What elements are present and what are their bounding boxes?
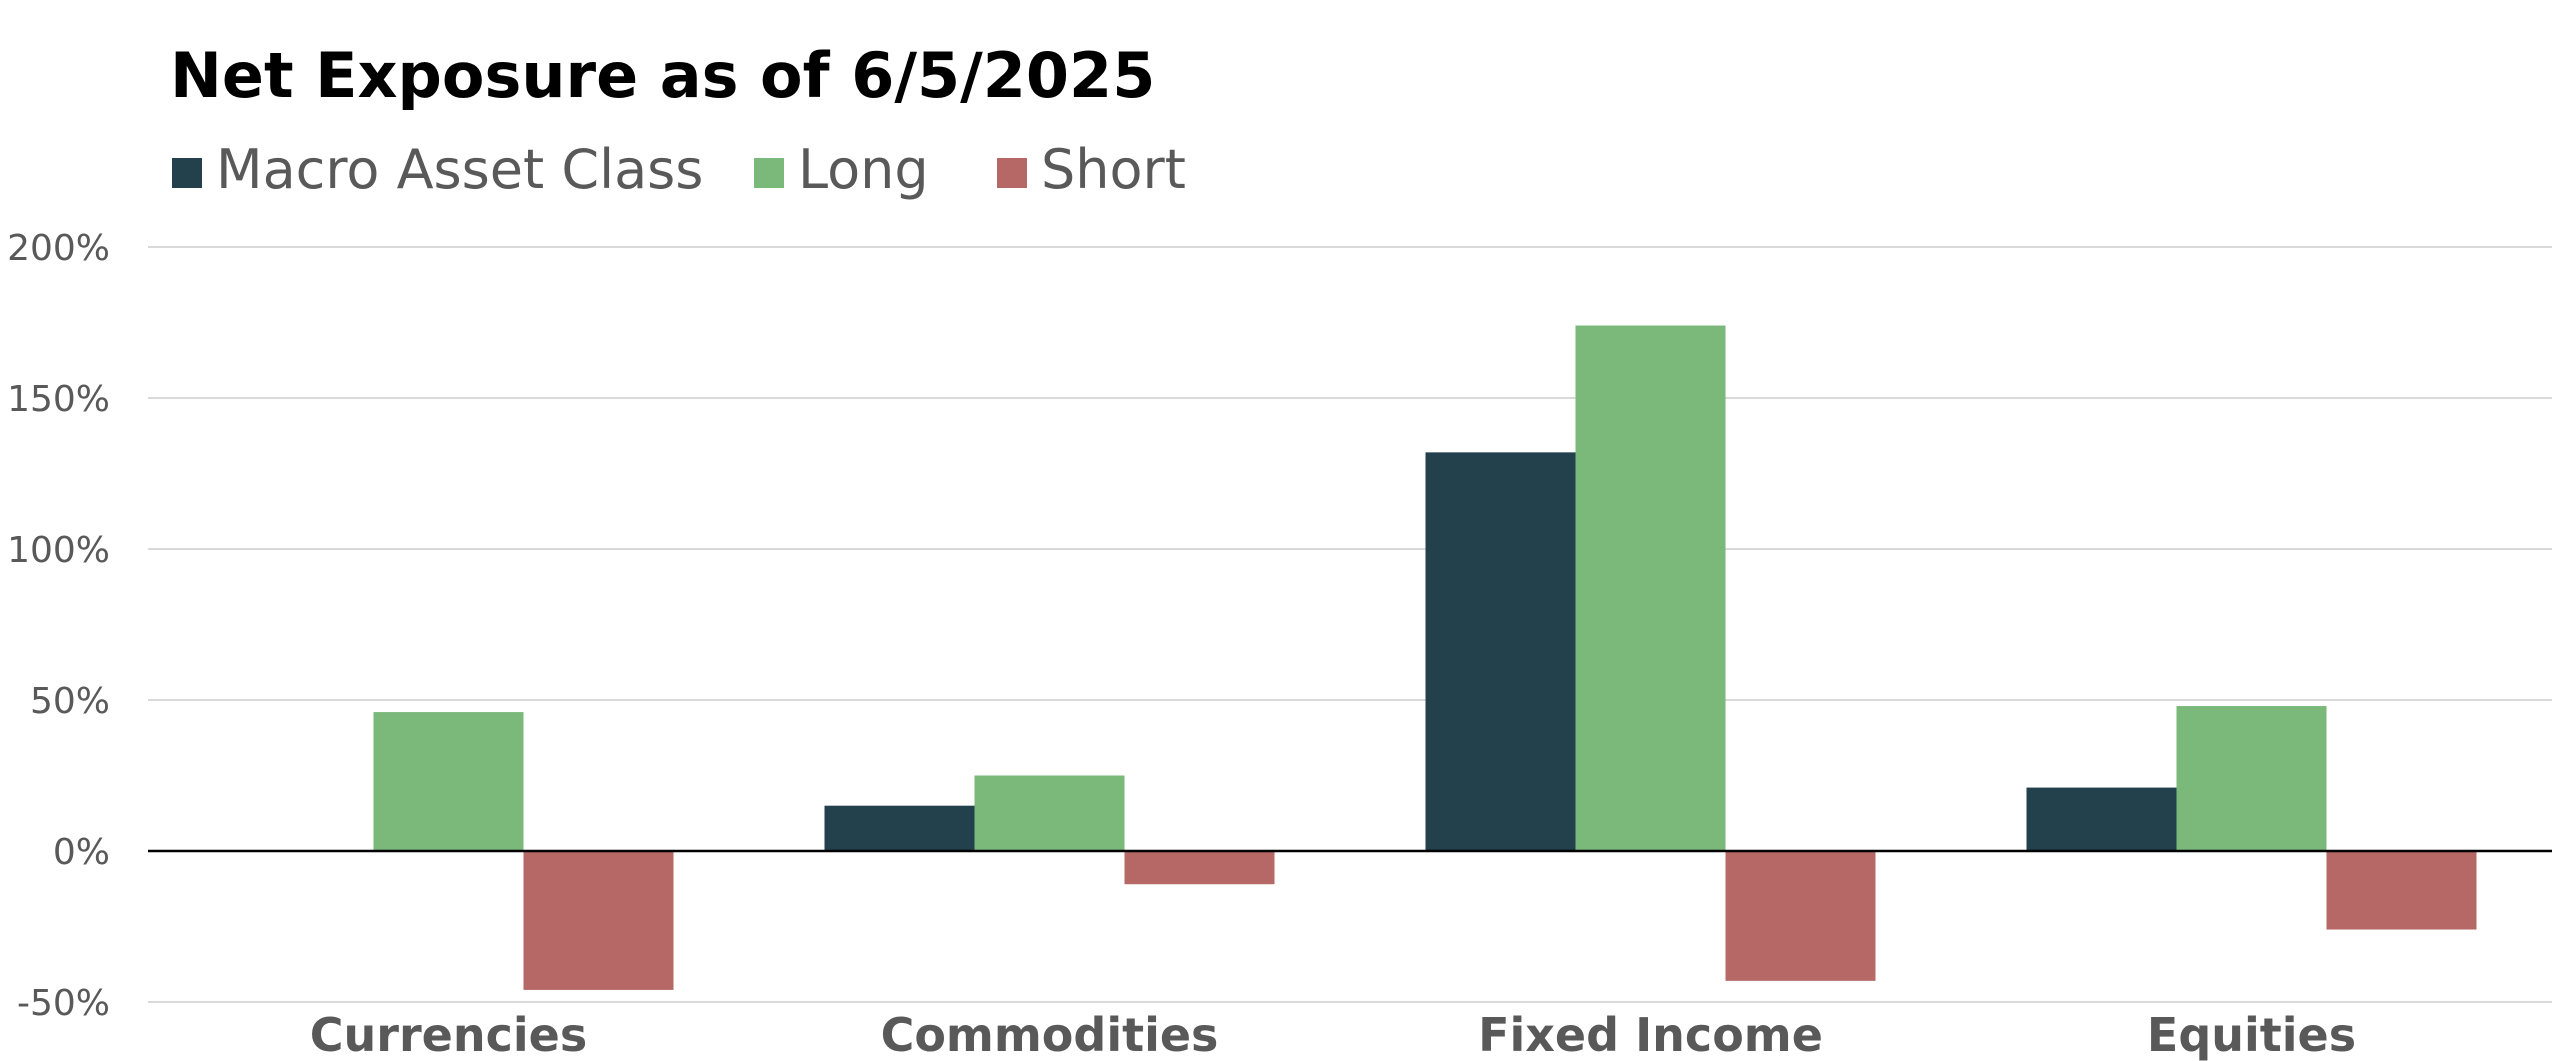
gridlines (148, 246, 2552, 1003)
bars (373, 325, 2477, 990)
bar-commodities-short (1124, 851, 1275, 885)
y-axis-tick-labels: -50% 0% 50% 100% 150% 200% (7, 228, 110, 1024)
bar-equities-long (2176, 706, 2327, 851)
chart-legend: Macro Asset Class Long Short (172, 138, 1186, 201)
bar-fixed-income-macro-asset-class (1425, 452, 1576, 851)
category-label-equities: Equities (2147, 1008, 2356, 1061)
legend-swatch-long (754, 158, 784, 188)
legend-label-macro-asset-class: Macro Asset Class (216, 138, 703, 201)
bar-commodities-macro-asset-class (824, 805, 975, 851)
bar-fixed-income-short (1725, 851, 1876, 981)
legend-swatch-short (997, 158, 1027, 188)
legend-label-long: Long (798, 138, 929, 201)
y-tick-label: -50% (17, 983, 110, 1024)
y-tick-label: 100% (7, 530, 110, 571)
legend-swatch-macro-asset-class (172, 158, 202, 188)
y-tick-label: 200% (7, 228, 110, 269)
legend-label-short: Short (1041, 138, 1186, 201)
bar-commodities-long (974, 775, 1125, 851)
bar-equities-short (2326, 851, 2477, 930)
category-label-commodities: Commodities (881, 1008, 1219, 1061)
y-tick-label: 150% (7, 379, 110, 420)
y-tick-label: 50% (30, 681, 110, 722)
bar-equities-macro-asset-class (2026, 787, 2177, 851)
category-label-fixed-income: Fixed Income (1478, 1008, 1823, 1061)
category-label-currencies: Currencies (310, 1008, 587, 1061)
bar-fixed-income-long (1575, 325, 1726, 851)
chart-title: Net Exposure as of 6/5/2025 (170, 39, 1155, 112)
bar-currencies-short (523, 851, 674, 990)
bar-currencies-long (373, 712, 524, 851)
y-tick-label: 0% (53, 832, 110, 873)
x-axis-category-labels: Currencies Commodities Fixed Income Equitie… (310, 1008, 2356, 1061)
